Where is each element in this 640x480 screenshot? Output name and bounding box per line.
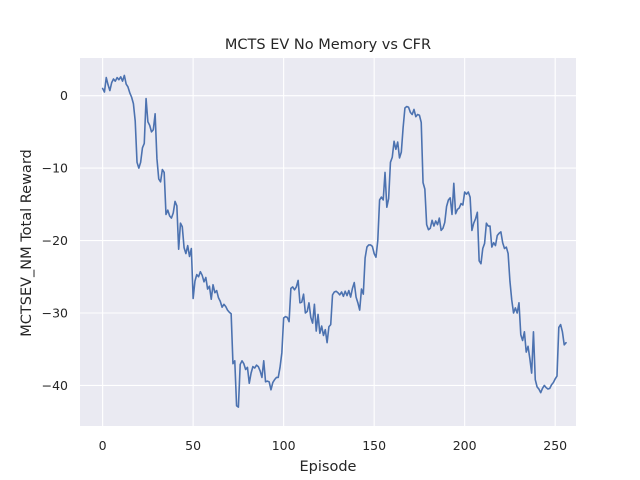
y-axis-label: MCTSEV_NM Total Reward: [19, 149, 35, 336]
chart-title: MCTS EV No Memory vs CFR: [225, 37, 431, 53]
x-tick-labels: 0 50 100 150 200 250: [99, 438, 568, 453]
x-gridlines: [102, 58, 556, 426]
y-tick-label: −20: [42, 233, 68, 248]
plot-background: [80, 58, 576, 426]
series-line: [101, 74, 567, 408]
x-tick-label: 200: [453, 438, 477, 453]
x-tick-label: 0: [99, 438, 107, 453]
y-gridlines: [80, 95, 576, 386]
y-tick-label: −40: [42, 378, 68, 393]
y-tick-label: −10: [42, 161, 68, 176]
x-tick-label: 50: [185, 438, 201, 453]
y-tick-label: −30: [42, 305, 68, 320]
x-tick-label: 250: [543, 438, 567, 453]
y-tick-labels: 0 −10 −20 −30 −40: [42, 88, 68, 393]
x-tick-label: 150: [362, 438, 386, 453]
x-tick-label: 100: [272, 438, 296, 453]
y-tick-label: 0: [60, 88, 68, 103]
x-axis-label: Episode: [300, 459, 357, 475]
